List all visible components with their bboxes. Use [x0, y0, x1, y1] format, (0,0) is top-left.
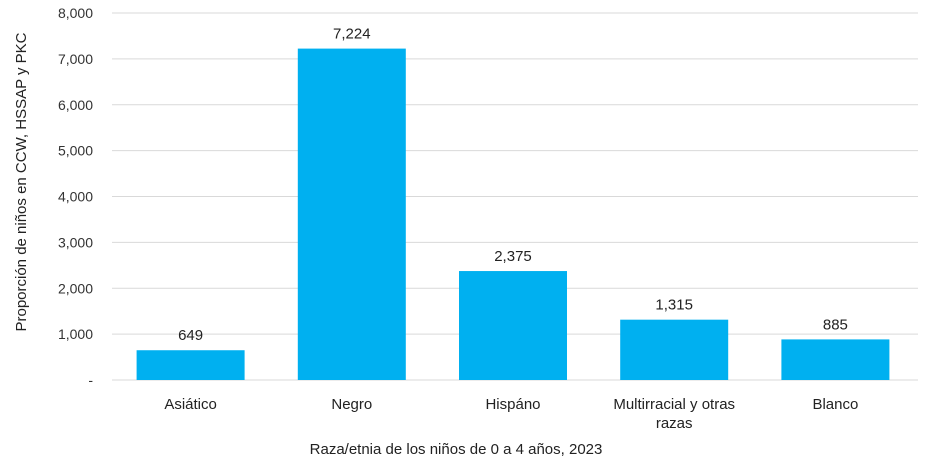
y-tick-label: - — [88, 372, 93, 388]
data-label: 2,375 — [494, 248, 532, 265]
bar — [459, 271, 567, 380]
bar — [781, 339, 890, 380]
gridlines — [112, 12, 918, 381]
y-tick-label: 4,000 — [58, 189, 93, 205]
x-axis-title: Raza/etnia de los niños de 0 a 4 años, 2… — [310, 441, 603, 458]
y-tick-label: 7,000 — [58, 51, 93, 67]
x-category-label: Multirracial y otras razas — [613, 396, 735, 432]
data-labels: 649 7,224 2,375 1,315 885 — [178, 26, 848, 345]
y-tick-label: 8,000 — [58, 5, 93, 21]
x-category-labels: Asiático Negro Hispáno Multirracial y otras… — [164, 396, 858, 432]
data-label: 1,315 — [655, 297, 693, 314]
y-tick-label: 3,000 — [58, 234, 93, 250]
y-tick-label: 1,000 — [58, 326, 93, 342]
bar — [297, 48, 406, 380]
x-category-label: Negro — [331, 396, 372, 413]
bar — [136, 350, 245, 380]
y-tick-labels: - 1,000 2,000 3,000 4,000 5,000 6,000 7,000 8,00… — [58, 5, 93, 388]
x-category-label: Hispáno — [485, 396, 540, 413]
y-axis-title: Proporción de niños en CCW, HSSAP y PKC — [13, 32, 30, 331]
x-category-label: Asiático — [164, 396, 217, 413]
bars — [136, 48, 890, 380]
y-tick-label: 5,000 — [58, 143, 93, 159]
data-label: 7,224 — [333, 26, 371, 43]
bar — [620, 319, 729, 380]
y-tick-label: 2,000 — [58, 280, 93, 296]
data-label: 885 — [823, 316, 848, 333]
data-label: 649 — [178, 327, 203, 344]
y-tick-label: 6,000 — [58, 97, 93, 113]
x-category-label: Blanco — [812, 396, 858, 413]
